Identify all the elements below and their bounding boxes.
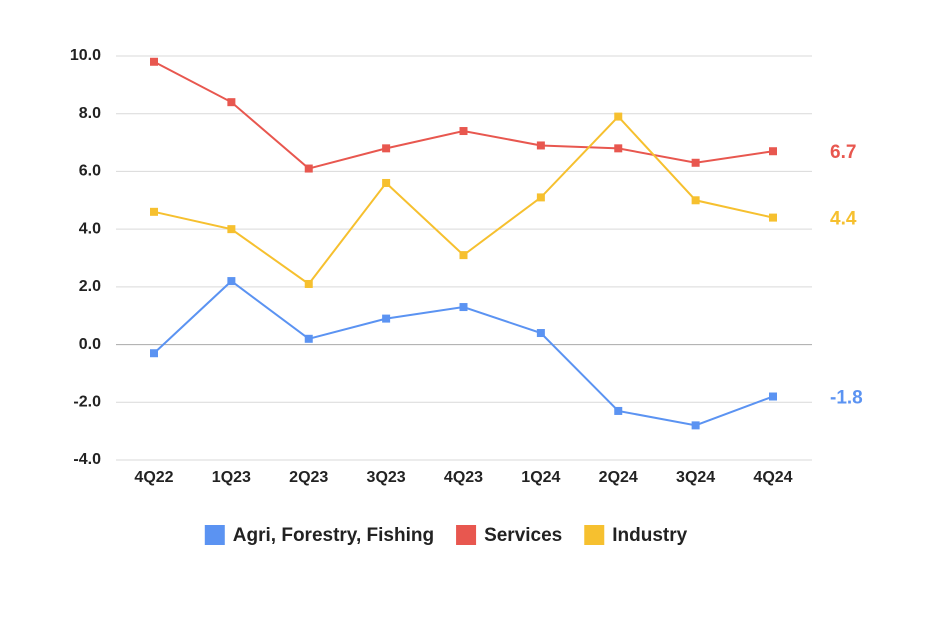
y-tick-label: 8.0 xyxy=(79,105,101,122)
point xyxy=(227,277,236,286)
point xyxy=(150,57,158,66)
point xyxy=(536,329,545,338)
x-tick-label: 1Q24 xyxy=(521,469,560,486)
point xyxy=(536,193,545,202)
y-tick-label: -2.0 xyxy=(73,394,101,411)
point xyxy=(382,144,391,153)
point xyxy=(769,147,777,156)
legend-label: Industry xyxy=(612,525,687,546)
x-tick-label: 3Q24 xyxy=(676,469,715,486)
point xyxy=(304,279,313,288)
x-tick-label: 4Q22 xyxy=(134,469,173,486)
legend-label: Agri, Forestry, Fishing xyxy=(233,525,434,546)
legend-swatch xyxy=(584,525,605,545)
value-label: 6.7 xyxy=(830,142,856,163)
x-tick-label: 3Q23 xyxy=(367,469,406,486)
y-tick-label: 6.0 xyxy=(79,163,101,180)
point xyxy=(227,225,236,234)
point xyxy=(459,127,468,136)
y-tick-label: 0.0 xyxy=(79,336,101,353)
point xyxy=(691,158,700,167)
legend-swatch xyxy=(204,525,225,545)
value-label: 4.4 xyxy=(830,209,857,230)
y-tick-label: -4.0 xyxy=(73,451,101,468)
point xyxy=(769,213,777,222)
x-tick-label: 2Q23 xyxy=(289,469,328,486)
point xyxy=(614,112,623,121)
point xyxy=(691,196,700,205)
y-tick-label: 2.0 xyxy=(79,278,101,295)
point xyxy=(614,144,623,153)
legend-label: Services xyxy=(484,525,562,546)
point xyxy=(769,392,777,401)
point xyxy=(304,164,313,173)
point xyxy=(150,349,158,358)
x-tick-label: 1Q23 xyxy=(212,469,251,486)
value-label: -1.8 xyxy=(830,388,863,409)
point xyxy=(614,406,623,415)
point xyxy=(536,141,545,150)
legend-swatch xyxy=(456,525,477,545)
x-tick-label: 2Q24 xyxy=(599,469,638,486)
point xyxy=(150,207,158,216)
point xyxy=(459,303,468,312)
series-line xyxy=(153,279,774,427)
point xyxy=(227,98,236,107)
y-tick-label: 10.0 xyxy=(70,47,101,64)
point xyxy=(304,334,313,343)
point xyxy=(382,314,391,323)
point xyxy=(459,251,468,260)
point xyxy=(691,421,700,430)
x-tick-label: 4Q24 xyxy=(753,469,792,486)
x-tick-label: 4Q23 xyxy=(444,469,483,486)
series-line xyxy=(153,60,774,170)
point xyxy=(382,178,391,187)
y-tick-label: 4.0 xyxy=(79,220,101,237)
